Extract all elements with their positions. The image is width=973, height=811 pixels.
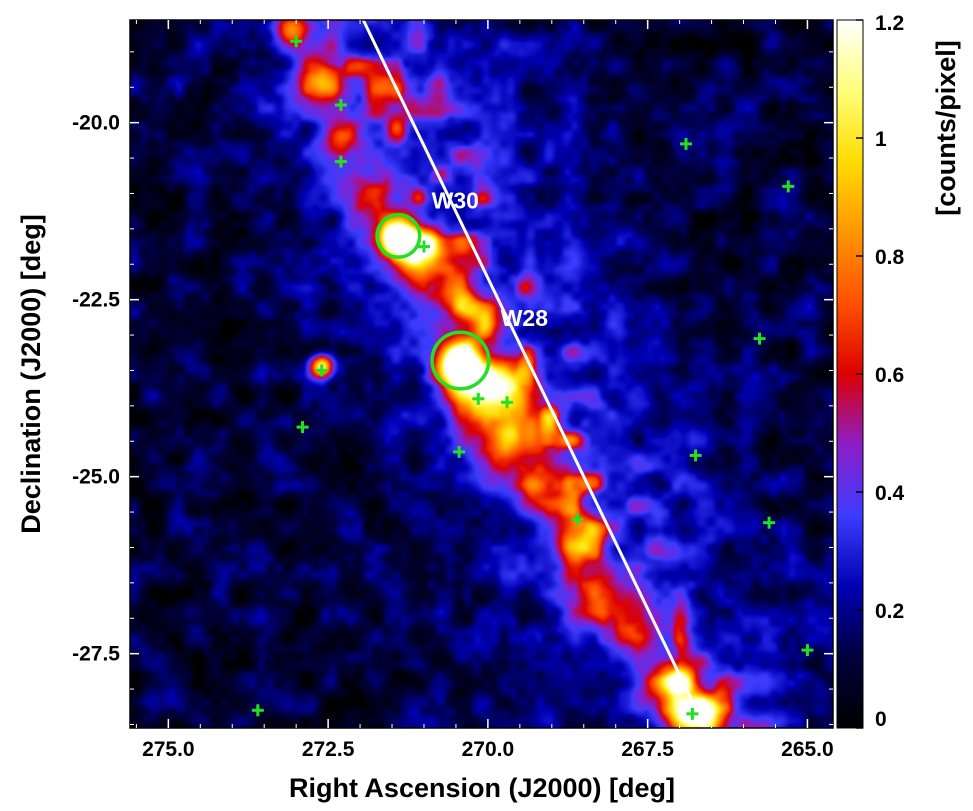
x-tick-label: 265.0 <box>781 738 834 761</box>
galactic-plane-line <box>361 20 707 728</box>
x-tick-label: 272.5 <box>302 738 355 761</box>
plot-area: W30 W28 <box>130 20 833 728</box>
plus-marker <box>763 516 776 529</box>
y-axis-ticks: -20.0 -22.5 -25.0 -27.5 <box>72 51 833 725</box>
source-circle-w28 <box>430 330 491 391</box>
plus-marker <box>334 98 347 111</box>
source-label-w30: W30 <box>432 188 479 214</box>
x-tick-label: 270.0 <box>462 738 515 761</box>
plot-frame <box>129 19 834 729</box>
x-tick-label: 267.5 <box>621 738 674 761</box>
x-tick-label: 275.0 <box>142 738 195 761</box>
plus-marker <box>290 35 303 48</box>
plus-marker <box>571 513 584 526</box>
plus-marker <box>334 155 347 168</box>
colorbar: 0 0.2 0.4 0.6 0.8 1 1.2 [counts/pixel] <box>836 12 961 731</box>
colorbar-ticks: 0 0.2 0.4 0.6 0.8 1 1.2 <box>856 12 905 731</box>
plus-marker <box>689 449 702 462</box>
y-tick-label: -27.5 <box>72 643 120 666</box>
y-tick-label: -20.0 <box>72 112 120 135</box>
plus-marker <box>296 421 309 434</box>
plus-marker <box>801 644 814 657</box>
x-axis-title: Right Ascension (J2000) [deg] <box>289 773 675 803</box>
y-tick-label: -22.5 <box>72 289 120 312</box>
source-circles <box>375 212 491 391</box>
y-tick-label: -25.0 <box>72 466 120 489</box>
plus-marker <box>417 240 430 253</box>
plus-marker <box>472 392 485 405</box>
y-axis-title: Declination (J2000) [deg] <box>16 214 46 534</box>
colorbar-tick-label: 1 <box>875 128 887 151</box>
colorbar-tick-label: 0 <box>875 708 887 731</box>
source-annotations: W30 W28 <box>432 188 549 332</box>
colorbar-tick-label: 0.2 <box>875 600 904 623</box>
source-label-w28: W28 <box>501 305 548 331</box>
source-circle-w30 <box>375 212 422 259</box>
plus-marker <box>753 332 766 345</box>
plus-marker <box>453 445 466 458</box>
colorbar-title: [counts/pixel] <box>931 40 961 216</box>
plus-marker <box>680 137 693 150</box>
plus-marker <box>251 704 264 717</box>
colorbar-tick-label: 1.2 <box>875 12 904 35</box>
colorbar-tick-label: 0.8 <box>875 246 905 269</box>
source-markers <box>251 35 814 720</box>
plus-marker <box>501 396 514 409</box>
colorbar-tick-label: 0.6 <box>875 364 904 387</box>
colorbar-tick-label: 0.4 <box>875 482 905 505</box>
plus-marker <box>782 180 795 193</box>
intensity-heatmap <box>130 20 833 728</box>
plus-marker <box>686 707 699 720</box>
x-axis-ticks: 275.0 272.5 270.0 267.5 265.0 <box>135 20 834 761</box>
plus-marker <box>315 364 328 377</box>
